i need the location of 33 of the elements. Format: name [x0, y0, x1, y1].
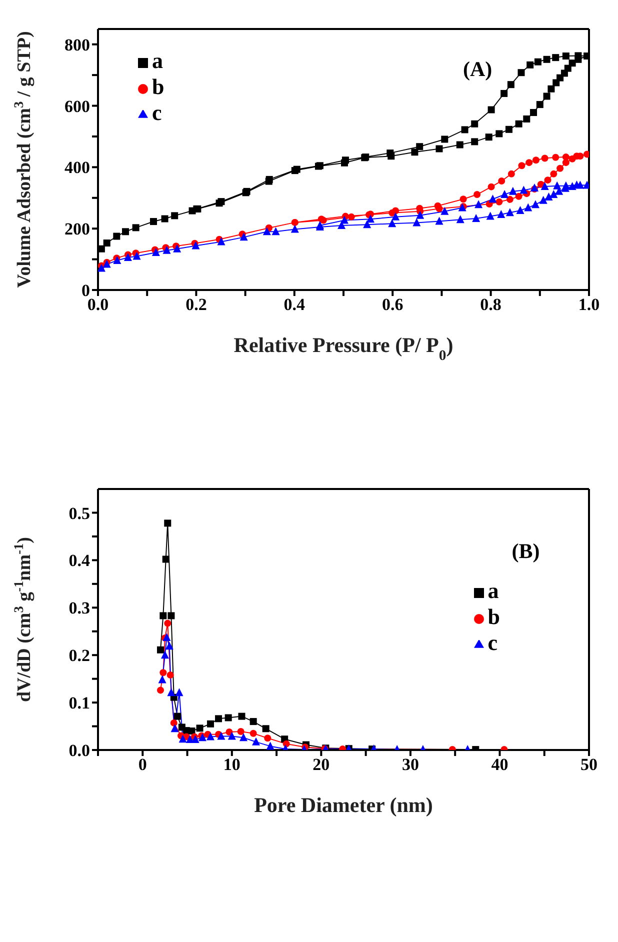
y-tick-label: 600	[64, 96, 90, 116]
x-axis-title: Pore Diameter (nm)	[254, 793, 433, 817]
legend-label: a	[488, 578, 499, 603]
y-tick-label: 400	[64, 158, 90, 178]
x-tick-label: 40	[491, 755, 508, 774]
y-tick-label: 0.5	[68, 504, 90, 523]
x-tick-label: 0.2	[186, 295, 207, 314]
x-tick-label: 0.8	[480, 295, 502, 314]
y-tick-label: 0	[82, 281, 90, 300]
x-tick-label: 50	[580, 755, 598, 774]
y-tick-label: 200	[64, 220, 90, 239]
text: (B)	[512, 539, 540, 563]
x-tick-label: 1.0	[578, 295, 600, 314]
x-tick-label: 30	[402, 755, 419, 774]
y-tick-label: 0.1	[68, 694, 90, 713]
y-tick-label: 0.0	[68, 741, 90, 760]
x-tick-label: 10	[223, 755, 240, 774]
x-tick-label: 0	[138, 755, 147, 774]
y-tick-label: 800	[64, 35, 90, 54]
x-tick-label: 20	[312, 755, 330, 774]
x-tick-label: 0.6	[382, 295, 404, 314]
x-axis-title: Relative Pressure (P/ P$_{0}$)	[234, 333, 454, 364]
legend-label: b	[488, 604, 500, 629]
legend-label: c	[152, 100, 162, 125]
x-tick-label: 0.0	[87, 295, 109, 314]
y-tick-label: 0.2	[68, 646, 90, 666]
text: (A)	[462, 57, 492, 81]
y-tick-label: 0.3	[68, 598, 90, 618]
legend-label: b	[152, 74, 164, 99]
legend-label: a	[152, 48, 163, 73]
x-tick-label: 0.4	[284, 295, 306, 314]
y-tick-label: 0.4	[68, 551, 90, 570]
legend-label: c	[488, 630, 498, 655]
